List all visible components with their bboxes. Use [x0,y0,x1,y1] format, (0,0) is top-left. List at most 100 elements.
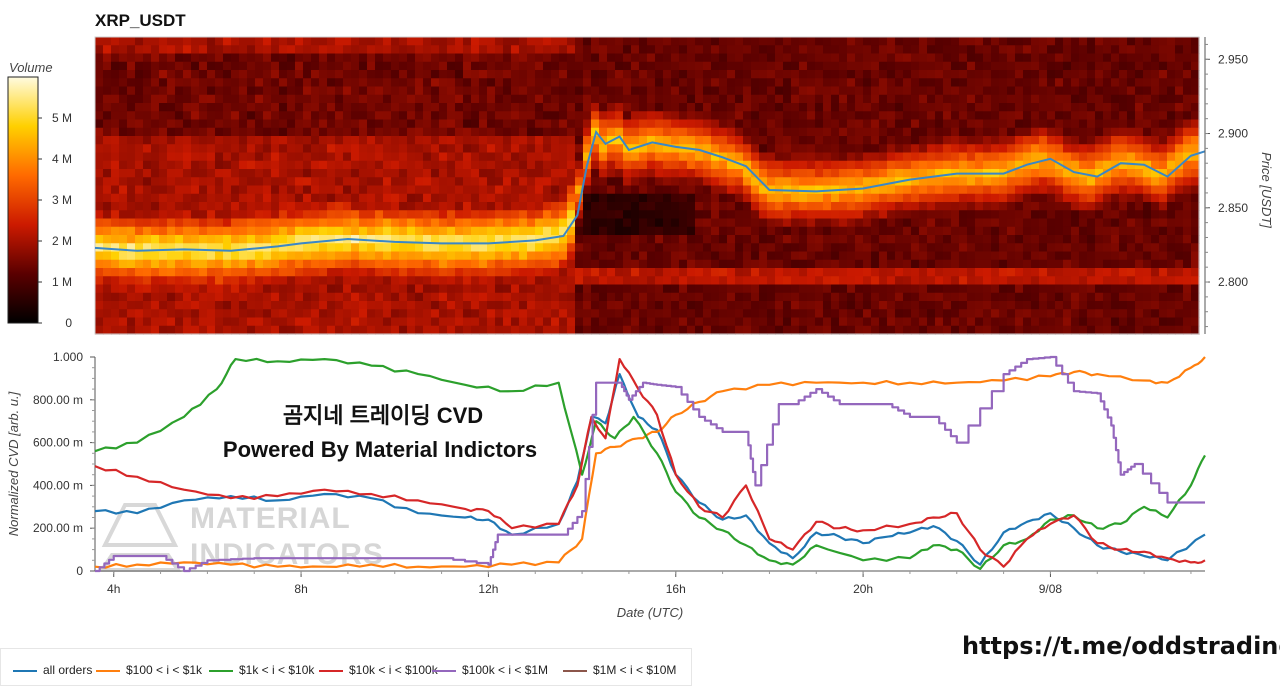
heatmap-cell [183,78,192,87]
heatmap-cell [367,186,376,195]
heatmap-cell [383,309,392,318]
heatmap-cell [263,95,272,104]
heatmap-cell [911,326,920,335]
heatmap-cell [271,301,280,310]
heatmap-cell [687,87,696,96]
heatmap-cell [743,153,752,162]
heatmap-cell [871,70,880,79]
heatmap-cell [663,260,672,269]
heatmap-cell [639,202,648,211]
heatmap-cell [839,87,848,96]
heatmap-cell [1039,54,1048,63]
heatmap-cell [1135,136,1144,145]
heatmap-cell [799,45,808,54]
heatmap-cell [775,161,784,170]
heatmap-cell [863,161,872,170]
heatmap-cell [831,87,840,96]
heatmap-cell [175,54,184,63]
heatmap-cell [191,136,200,145]
heatmap-cell [815,37,824,46]
heatmap-cell [591,227,600,236]
heatmap-cell [1111,87,1120,96]
heatmap-cell [983,128,992,137]
heatmap-cell [367,309,376,318]
heatmap-cell [359,111,368,120]
heatmap-cell [959,268,968,277]
heatmap-cell [351,202,360,211]
heatmap-cell [383,70,392,79]
heatmap-cell [423,78,432,87]
heatmap-cell [319,54,328,63]
heatmap-cell [431,161,440,170]
heatmap-cell [455,219,464,228]
heatmap-cell [479,87,488,96]
heatmap-cell [1071,120,1080,129]
heatmap-cell [1191,243,1200,252]
heatmap-cell [903,309,912,318]
heatmap-cell [863,235,872,244]
heatmap-cell [191,45,200,54]
heatmap-cell [207,293,216,302]
heatmap-cell [983,37,992,46]
heatmap-cell [983,103,992,112]
heatmap-cell [911,45,920,54]
heatmap-cell [191,276,200,285]
heatmap-cell [199,95,208,104]
heatmap-cell [591,169,600,178]
heatmap-cell [695,169,704,178]
heatmap-cell [871,326,880,335]
heatmap-cell [559,326,568,335]
heatmap-cell [607,309,616,318]
heatmap-cell [287,111,296,120]
heatmap-cell [927,186,936,195]
heatmap-cell [351,87,360,96]
heatmap-cell [815,186,824,195]
heatmap-cell [383,62,392,71]
heatmap-cell [943,210,952,219]
heatmap-cell [615,54,624,63]
heatmap-cell [1143,301,1152,310]
heatmap-cell [1183,268,1192,277]
heatmap-cell [583,268,592,277]
heatmap-cell [695,103,704,112]
heatmap-cell [999,268,1008,277]
heatmap-cell [455,87,464,96]
heatmap-cell [343,268,352,277]
heatmap-cell [367,78,376,87]
heatmap-cell [1127,260,1136,269]
heatmap-cell [423,161,432,170]
heatmap-cell [407,202,416,211]
heatmap-cell [639,45,648,54]
heatmap-cell [1119,285,1128,294]
heatmap-cell [823,260,832,269]
heatmap-cell [383,177,392,186]
heatmap-cell [1191,70,1200,79]
heatmap-cell [327,219,336,228]
heatmap-cell [655,194,664,203]
heatmap-cell [639,87,648,96]
heatmap-cell [1047,177,1056,186]
heatmap-cell [447,252,456,261]
heatmap-cell [863,260,872,269]
heatmap-cell [223,136,232,145]
heatmap-cell [191,301,200,310]
heatmap-cell [767,103,776,112]
heatmap-cell [335,111,344,120]
heatmap-cell [375,78,384,87]
heatmap-cell [559,293,568,302]
heatmap-cell [759,210,768,219]
heatmap-cell [879,78,888,87]
heatmap-cell [1151,309,1160,318]
heatmap-cell [135,144,144,153]
heatmap-cell [103,87,112,96]
heatmap-cell [647,276,656,285]
heatmap-cell [1111,210,1120,219]
heatmap-cell [367,87,376,96]
heatmap-cell [735,62,744,71]
heatmap-cell [335,301,344,310]
heatmap-cell [1103,87,1112,96]
heatmap-cell [119,285,128,294]
heatmap-cell [543,45,552,54]
heatmap-cell [543,301,552,310]
